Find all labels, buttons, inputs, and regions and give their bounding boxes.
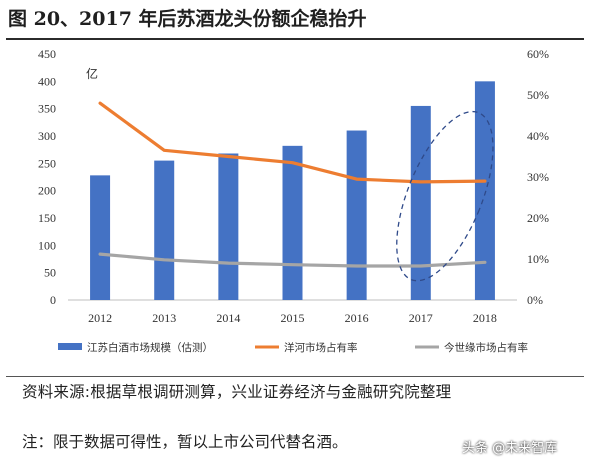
- y-left-tick-label: 250: [38, 156, 56, 170]
- annotation: [396, 110, 494, 282]
- y-right-tick-label: 60%: [527, 47, 549, 61]
- legend-swatch: [58, 343, 82, 350]
- legend-label: 江苏白酒市场规模（估测）: [87, 341, 213, 354]
- x-tick-label: 2017: [409, 311, 433, 325]
- y-left-tick-label: 200: [38, 184, 56, 198]
- line-series: [98, 101, 487, 268]
- market-share-chart: 0 50 100 150 200 250 300 350 400 450 0% 10% 20% 30% 40…: [38, 47, 549, 354]
- y-right-tick-label: 50%: [527, 88, 549, 102]
- y-left-tick-label: 300: [38, 129, 56, 143]
- y-right-tick-label: 40%: [527, 129, 549, 143]
- page-title: 图 20、2017 年后苏酒龙头份额企稳抬升: [8, 8, 367, 30]
- source-text: 资料来源:根据草根调研测算，兴业证券经济与金融研究院整理: [22, 383, 452, 401]
- x-tick-label: 2012: [88, 311, 112, 325]
- series-line: [98, 252, 487, 268]
- x-tick-label: 2016: [345, 311, 369, 325]
- y-left-tick-label: 350: [38, 102, 56, 116]
- bar: [474, 81, 495, 300]
- axes: 0 50 100 150 200 250 300 350 400 450 0% 10% 20% 30% 40…: [38, 47, 549, 325]
- footer-divider: [6, 376, 584, 377]
- series-line: [98, 101, 487, 184]
- y-right-tick-label: 20%: [527, 211, 549, 225]
- x-tick-label: 2018: [473, 311, 497, 325]
- y-left-tick-label: 150: [38, 211, 56, 225]
- bar: [90, 175, 111, 300]
- title-divider: [6, 38, 584, 40]
- y-right-tick-label: 30%: [527, 170, 549, 184]
- y-right-tick-label: 10%: [527, 252, 549, 266]
- bar: [282, 145, 303, 300]
- y-right-tick-label: 0%: [527, 293, 543, 307]
- bar: [218, 153, 239, 300]
- x-tick-label: 2015: [281, 311, 305, 325]
- x-tick-label: 2013: [152, 311, 176, 325]
- note-text: 注：限于数据可得性，暂以上市公司代替名酒。: [22, 433, 348, 451]
- bar-series: [90, 81, 495, 300]
- dashed-ellipse: [396, 110, 494, 282]
- x-tick-label: 2014: [216, 311, 240, 325]
- legend-label: 今世缘市场占有率: [444, 341, 528, 354]
- bar: [154, 160, 175, 300]
- y-left-tick-label: 450: [38, 47, 56, 61]
- legend-label: 洋河市场占有率: [284, 341, 358, 354]
- y-left-tick-label: 400: [38, 74, 56, 88]
- bar: [346, 130, 367, 300]
- bar: [410, 105, 431, 300]
- legend: 江苏白酒市场规模（估测） 洋河市场占有率 今世缘市场占有率: [58, 341, 528, 354]
- y-left-tick-label: 50: [44, 266, 56, 280]
- watermark: 头条 @未来智库: [462, 441, 558, 456]
- y-left-tick-label: 0: [50, 293, 56, 307]
- y-left-tick-label: 100: [38, 238, 56, 252]
- y-left-unit-label: 亿: [86, 66, 98, 81]
